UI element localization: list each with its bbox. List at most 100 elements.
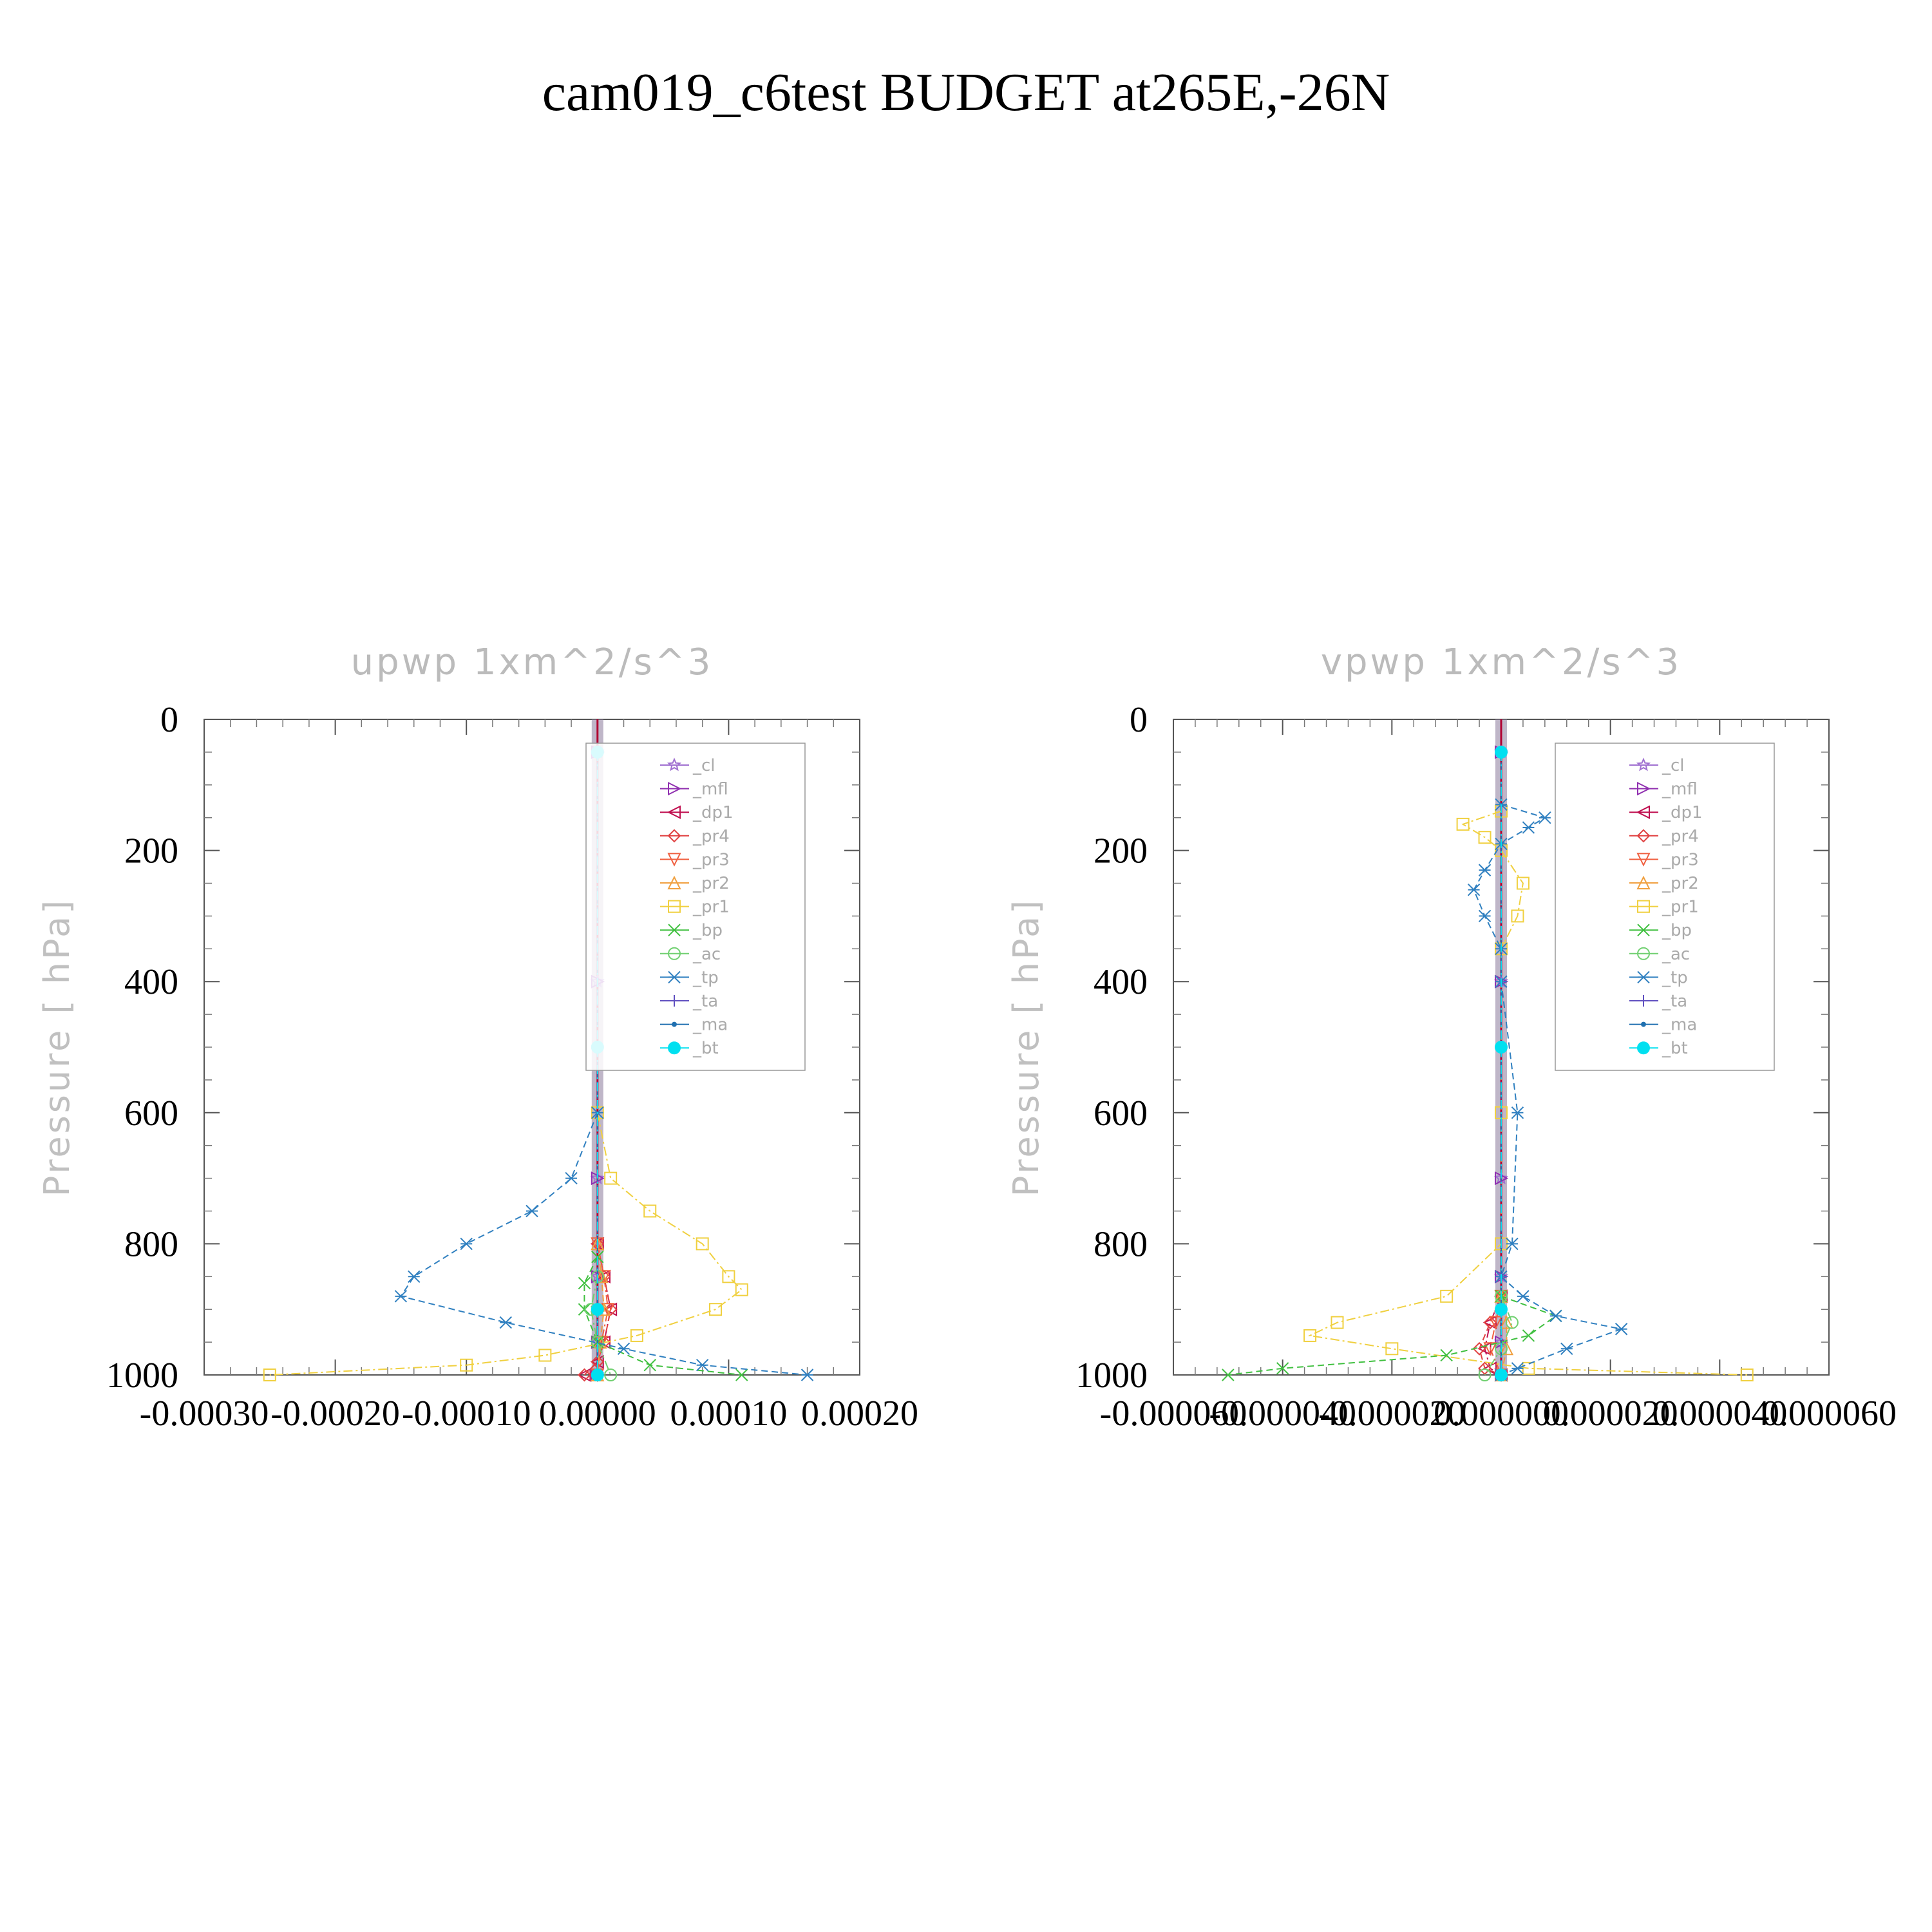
legend-marker: [667, 805, 681, 819]
legend-label: _tp: [1662, 968, 1688, 987]
data-point: [735, 1368, 748, 1381]
legend-label: _mfl: [692, 780, 728, 799]
data-point: [696, 1359, 709, 1372]
x-tick-label: -0.000020: [1318, 1394, 1466, 1434]
data-point: [1440, 1349, 1453, 1362]
legend-marker: [1637, 900, 1650, 913]
data-point: [1495, 745, 1508, 759]
legend-box: [1555, 743, 1775, 1071]
x-tick-label: 0.000000: [1434, 1394, 1569, 1434]
x-tick-label: -0.00010: [402, 1394, 531, 1434]
series-line: [583, 1244, 612, 1376]
legend-label: _pr2: [692, 874, 730, 893]
legend-label: _pr4: [692, 827, 730, 846]
series-line: [1479, 1296, 1502, 1376]
data-point: [1499, 1341, 1514, 1356]
data-point: [394, 1290, 408, 1303]
data-point: [1276, 1362, 1289, 1375]
data-point: [735, 1283, 748, 1296]
legend-marker: [1637, 971, 1650, 984]
x-tick-label: 0.000060: [1761, 1394, 1897, 1434]
y-tick-label: 400: [1094, 962, 1148, 1002]
data-point: [1511, 909, 1524, 923]
data-point: [1505, 1316, 1519, 1329]
y-tick-label: 200: [1094, 831, 1148, 871]
data-point: [1506, 1237, 1519, 1251]
data-point: [630, 1329, 643, 1342]
series-pr1: [263, 1106, 748, 1381]
data-point: [1549, 1309, 1562, 1323]
data-point: [1478, 864, 1492, 876]
y-tick-label: 200: [124, 831, 178, 871]
data-point: [1560, 1342, 1573, 1355]
y-tick-label: 400: [124, 962, 178, 1002]
data-point: [591, 1303, 604, 1316]
data-point: [601, 1303, 615, 1317]
series-line: [399, 1112, 808, 1376]
series-line: [596, 1244, 609, 1376]
data-point: [1495, 1303, 1508, 1316]
legend-label: _cl: [1662, 756, 1685, 775]
y-axis-label: Pressure [ hPa]: [1006, 898, 1046, 1197]
legend-marker: [668, 947, 681, 960]
legend-label: _bt: [692, 1039, 719, 1058]
data-point: [1483, 1342, 1497, 1356]
legend-label: _ta: [692, 992, 718, 1011]
legend-marker: [1636, 829, 1651, 843]
legend-marker: [668, 1041, 681, 1055]
data-point: [263, 1368, 276, 1381]
data-point: [709, 1303, 723, 1316]
data-point: [1385, 1342, 1399, 1356]
legend-marker: [667, 875, 681, 889]
data-point: [1478, 909, 1492, 923]
data-point: [1222, 1368, 1235, 1381]
y-tick-label: 800: [1094, 1224, 1148, 1264]
legend-label: _tp: [692, 968, 719, 987]
chart-panel-1: upwp 1xm^2/s^3 Pressure [ hPa] 0 200 400 600 8…: [37, 641, 918, 1434]
series-line: [596, 1244, 605, 1376]
data-point: [696, 1237, 709, 1251]
data-point: [604, 1368, 618, 1381]
data-point: [1478, 831, 1492, 844]
y-tick-label: 1000: [106, 1356, 178, 1396]
data-point: [1615, 1323, 1628, 1336]
data-point: [1499, 1315, 1514, 1329]
series-line: [583, 1256, 742, 1376]
legend-label: _pr1: [1662, 898, 1699, 917]
legend-marker: [1636, 853, 1651, 867]
data-point: [617, 1342, 630, 1355]
legend-label: _pr1: [692, 898, 730, 917]
x-tick-label: 0.000020: [1543, 1394, 1678, 1434]
series-tp: [394, 1106, 814, 1381]
legend-label: _pr3: [692, 850, 730, 869]
legend-marker: [667, 757, 682, 772]
data-point: [565, 1171, 578, 1185]
series-line: [1473, 804, 1624, 1376]
data-point: [643, 1204, 657, 1218]
x-tick-label: 0.00010: [670, 1394, 787, 1434]
panel-title: upwp 1xm^2/s^3: [351, 641, 714, 683]
legend-marker: [1637, 1041, 1650, 1055]
data-point: [460, 1358, 473, 1372]
legend-label: _pr4: [1662, 827, 1699, 846]
panel-title: vpwp 1xm^2/s^3: [1321, 641, 1681, 683]
data-point: [1440, 1289, 1454, 1303]
x-tick-label: 0.00020: [801, 1394, 918, 1434]
data-point: [722, 1270, 735, 1283]
data-point: [1740, 1368, 1754, 1381]
legend-label: _dp1: [1662, 803, 1703, 822]
data-point: [526, 1204, 538, 1218]
legend-marker: [668, 781, 682, 796]
legend-marker: [1637, 923, 1650, 936]
data-point: [1488, 1316, 1503, 1330]
x-tick-label: -0.000060: [1100, 1394, 1247, 1434]
legend-label: _ta: [1662, 992, 1687, 1011]
legend-marker: [672, 1021, 677, 1027]
legend-label: _dp1: [692, 803, 734, 822]
data-point: [1495, 1041, 1508, 1054]
legend: _cl _mfl _dp1 _pr4 _pr3 _pr2 _pr1 _bp _ac _tp _ta _…: [1555, 743, 1775, 1071]
data-point: [1511, 1106, 1524, 1119]
data-point: [1478, 1368, 1492, 1381]
legend-marker: [668, 900, 681, 913]
